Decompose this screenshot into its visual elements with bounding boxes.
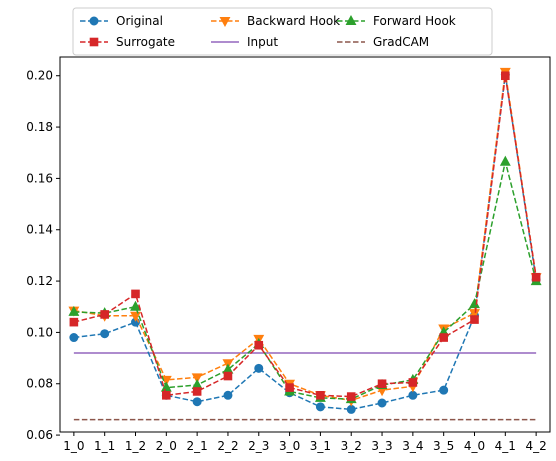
x-tick-label: 3_4: [402, 439, 423, 453]
data-point-backward-hook: [130, 311, 141, 322]
legend-item-original: Original: [80, 14, 163, 28]
y-tick-label: 0.20: [26, 69, 53, 83]
data-point-surrogate: [316, 390, 325, 400]
data-point-surrogate: [192, 387, 202, 396]
data-point-surrogate: [408, 378, 418, 387]
data-point-original: [377, 398, 387, 408]
plot-lines: [68, 67, 542, 421]
data-point-surrogate: [223, 371, 233, 381]
x-axis: 1_0 1_1 1_2 2_0 2_1 2_2 2_3 3_0 3_1 3_2 3_3 3_4 3_5 4…: [63, 432, 547, 453]
x-tick-label: 3_3: [371, 439, 392, 453]
data-point-backward-hook: [469, 309, 480, 320]
x-tick-label: 4_2: [525, 439, 546, 453]
x-tick-label: 3_0: [279, 439, 300, 453]
data-point-original: [254, 363, 264, 373]
x-tick-label: 2_3: [248, 439, 269, 453]
legend-label: Input: [247, 35, 278, 49]
data-point-surrogate: [501, 71, 510, 81]
x-tick-label: 2_2: [217, 439, 238, 453]
data-point-forward-hook: [469, 298, 480, 309]
data-point-surrogate: [131, 289, 140, 299]
legend-marker: [89, 37, 99, 47]
legend-label: Backward Hook: [247, 14, 340, 28]
data-point-surrogate: [439, 333, 448, 342]
y-tick-label: 0.08: [26, 377, 53, 391]
legend-label: Original: [116, 14, 163, 28]
data-point-surrogate: [377, 379, 387, 389]
x-tick-label: 3_2: [341, 439, 362, 453]
series-original: [69, 69, 541, 414]
x-tick-label: 2_0: [156, 439, 177, 453]
x-tick-label: 3_1: [310, 439, 331, 453]
series-line-forward-hook: [73, 161, 537, 400]
series-backward-hook: [68, 67, 542, 407]
data-point-original: [223, 390, 233, 400]
data-point-original: [69, 333, 79, 343]
legend-item-gradcam: GradCAM: [337, 35, 429, 49]
data-point-original: [439, 385, 449, 395]
series-line-original: [73, 74, 537, 411]
data-point-original: [346, 404, 356, 414]
data-point-forward-hook: [130, 300, 141, 311]
data-point-backward-hook: [160, 375, 172, 386]
data-point-original: [192, 397, 202, 407]
series-forward-hook: [68, 155, 542, 404]
y-tick-label: 0.10: [26, 325, 53, 339]
series-surrogate: [69, 71, 541, 401]
data-point-surrogate: [69, 317, 79, 327]
y-axis: 0.06 0.08 0.10 0.12 0.14 0.16 0.18 0.20: [26, 69, 60, 442]
plot-frame: [59, 56, 551, 433]
y-tick-label: 0.06: [26, 428, 53, 442]
x-tick-label: 2_1: [186, 439, 207, 453]
x-tick-label: 3_5: [433, 439, 454, 453]
legend-label: Surrogate: [116, 35, 175, 49]
data-point-surrogate: [346, 392, 356, 401]
legend-label: Forward Hook: [373, 14, 456, 28]
x-tick-label: 1_2: [125, 439, 146, 453]
data-point-surrogate: [100, 310, 109, 319]
y-tick-label: 0.14: [26, 223, 53, 237]
data-point-surrogate: [470, 315, 479, 324]
y-tick-label: 0.12: [26, 274, 53, 288]
legend-marker: [89, 16, 99, 26]
legend-item-backward-hook: Backward Hook: [211, 14, 340, 28]
data-point-surrogate: [162, 390, 171, 400]
x-tick-label: 1_0: [63, 439, 84, 453]
legend-item-forward-hook: Forward Hook: [337, 14, 456, 28]
data-point-surrogate: [285, 383, 294, 392]
data-point-forward-hook: [68, 305, 80, 316]
legend: Original Backward Hook Forward Hook Surroga…: [72, 7, 493, 56]
y-tick-label: 0.18: [26, 120, 53, 134]
data-point-backward-hook: [191, 373, 203, 384]
data-point-surrogate: [254, 340, 264, 350]
y-tick-label: 0.16: [26, 171, 53, 185]
x-tick-label: 1_1: [94, 439, 115, 453]
data-point-forward-hook: [499, 155, 511, 166]
data-point-original: [315, 402, 325, 412]
legend-marker: [219, 17, 231, 28]
legend-label: GradCAM: [373, 35, 429, 49]
x-tick-label: 4_0: [464, 439, 485, 453]
x-tick-label: 4_1: [495, 439, 516, 453]
series-line-backward-hook: [73, 71, 537, 402]
legend-marker: [345, 14, 357, 25]
legend-item-surrogate: Surrogate: [80, 35, 175, 49]
series-line-surrogate: [73, 75, 537, 398]
data-point-original: [100, 329, 110, 339]
legend-item-input: Input: [211, 35, 278, 49]
legend-box: [72, 7, 493, 56]
data-point-surrogate: [531, 272, 541, 282]
data-point-original: [408, 390, 418, 400]
